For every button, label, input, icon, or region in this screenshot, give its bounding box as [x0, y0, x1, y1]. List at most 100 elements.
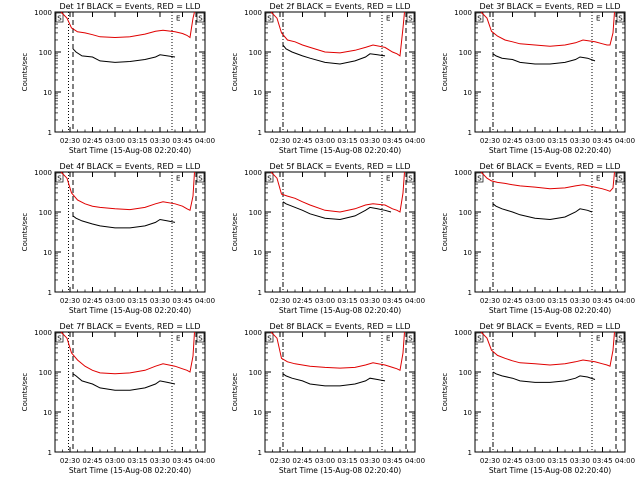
axes-box: [264, 331, 416, 453]
detector-panel-8: Det 8f BLACK = Events, RED = LLD 1 10 100 10…: [231, 322, 425, 475]
series-line-events: [282, 201, 392, 221]
x-tick-label: 03:30: [570, 457, 590, 465]
series-line-events: [282, 44, 386, 65]
series-line-events: [492, 53, 596, 65]
x-tick-label: 02:45: [502, 457, 522, 465]
start-marker-box-right: [616, 332, 625, 343]
x-tick-label: 02:30: [480, 457, 500, 465]
detector-panel-2: Det 2f BLACK = Events, RED = LLD 1 10 100 10…: [231, 2, 425, 155]
x-tick-label: 03:30: [150, 457, 170, 465]
x-tick-label: 03:15: [127, 137, 147, 145]
detector-panel-3: Det 3f BLACK = Events, RED = LLD 1 10 100 10…: [441, 2, 635, 155]
x-tick-label: 03:45: [382, 457, 402, 465]
x-axis-label: Start Time (15-Aug-08 02:20:40): [69, 466, 191, 475]
start-marker-box-right: [616, 12, 625, 23]
panel-title: Det 3f BLACK = Events, RED = LLD: [479, 2, 620, 11]
x-tick-label: 02:30: [60, 137, 80, 145]
x-tick-label: 03:15: [547, 457, 567, 465]
start-marker-box: [475, 12, 484, 23]
y-tick-label: 1: [258, 289, 262, 297]
start-marker-label-right: S: [618, 15, 623, 23]
end-marker-label: E: [596, 335, 600, 343]
x-tick-label: 03:30: [360, 137, 380, 145]
end-marker-label: E: [386, 175, 390, 183]
y-tick-label: 100: [249, 49, 262, 57]
y-tick-label: 10: [463, 409, 472, 417]
y-tick-label: 1: [468, 129, 472, 137]
y-axis-label: Counts/sec: [231, 213, 239, 252]
x-axis-label: Start Time (15-Aug-08 02:20:40): [489, 306, 611, 315]
start-marker-box-right: [406, 12, 415, 23]
start-marker-box-right: [406, 172, 415, 183]
y-tick-label: 1: [258, 129, 262, 137]
start-marker-label: S: [57, 175, 62, 183]
x-tick-label: 02:30: [60, 457, 80, 465]
y-axis-label: Counts/sec: [441, 213, 449, 252]
x-tick-label: 04:00: [615, 137, 635, 145]
y-tick-label: 1: [468, 289, 472, 297]
x-tick-label: 03:45: [382, 297, 402, 305]
series-line-lld: [60, 11, 195, 39]
y-axis-label: Counts/sec: [441, 53, 449, 92]
start-marker-label-right: S: [408, 335, 413, 343]
series-line-lld: [480, 331, 615, 367]
start-marker-box: [55, 332, 64, 343]
y-tick-label: 100: [39, 369, 52, 377]
x-tick-label: 02:30: [480, 137, 500, 145]
x-axis-label: Start Time (15-Aug-08 02:20:40): [69, 146, 191, 155]
series-line-events: [72, 215, 176, 229]
y-tick-label: 1: [258, 449, 262, 457]
x-tick-label: 04:00: [195, 297, 215, 305]
x-axis-label: Start Time (15-Aug-08 02:20:40): [69, 306, 191, 315]
x-tick-label: 03:00: [105, 297, 125, 305]
y-tick-label: 1: [48, 129, 52, 137]
x-tick-label: 02:45: [292, 457, 312, 465]
detector-panel-5: Det 5f BLACK = Events, RED = LLD 1 10 100 10…: [231, 162, 425, 315]
end-marker-label: E: [386, 15, 390, 23]
start-marker-label-right: S: [618, 335, 623, 343]
y-tick-label: 1000: [244, 329, 262, 337]
x-tick-label: 03:00: [525, 457, 545, 465]
end-marker-label: E: [176, 335, 180, 343]
x-tick-label: 03:00: [525, 137, 545, 145]
start-marker-label: S: [477, 175, 482, 183]
x-tick-label: 02:30: [270, 457, 290, 465]
start-marker-box-right: [196, 12, 205, 23]
y-tick-label: 100: [459, 369, 472, 377]
y-tick-label: 100: [39, 49, 52, 57]
start-marker-box: [265, 12, 274, 23]
y-tick-label: 1: [468, 449, 472, 457]
x-tick-label: 02:45: [82, 137, 102, 145]
series-line-events: [72, 48, 176, 63]
series-line-lld: [270, 331, 405, 372]
start-marker-box-right: [196, 172, 205, 183]
axes-box: [264, 11, 416, 133]
series-line-lld: [480, 11, 615, 47]
panel-title: Det 6f BLACK = Events, RED = LLD: [479, 162, 620, 171]
x-tick-label: 03:30: [150, 297, 170, 305]
y-tick-label: 1000: [454, 169, 472, 177]
x-tick-label: 02:45: [292, 297, 312, 305]
end-marker-label: E: [176, 175, 180, 183]
x-tick-label: 03:45: [592, 137, 612, 145]
start-marker-box: [265, 172, 274, 183]
axes-box: [264, 171, 416, 293]
x-tick-label: 04:00: [195, 137, 215, 145]
x-axis-label: Start Time (15-Aug-08 02:20:40): [489, 466, 611, 475]
series-line-lld: [60, 331, 195, 375]
y-tick-label: 100: [249, 369, 262, 377]
x-tick-label: 04:00: [405, 457, 425, 465]
end-marker-label: E: [596, 15, 600, 23]
detector-panel-4: Det 4f BLACK = Events, RED = LLD 1 10 100 10…: [21, 162, 215, 315]
end-marker-label: E: [596, 175, 600, 183]
start-marker-label-right: S: [198, 175, 203, 183]
end-marker-label: E: [176, 15, 180, 23]
start-marker-label-right: S: [618, 175, 623, 183]
y-axis-label: Counts/sec: [441, 373, 449, 412]
start-marker-label: S: [477, 15, 482, 23]
y-tick-label: 1000: [454, 9, 472, 17]
detector-panel-7: Det 7f BLACK = Events, RED = LLD 1 10 100 10…: [21, 322, 215, 475]
x-tick-label: 02:45: [292, 137, 312, 145]
x-tick-label: 03:15: [337, 137, 357, 145]
